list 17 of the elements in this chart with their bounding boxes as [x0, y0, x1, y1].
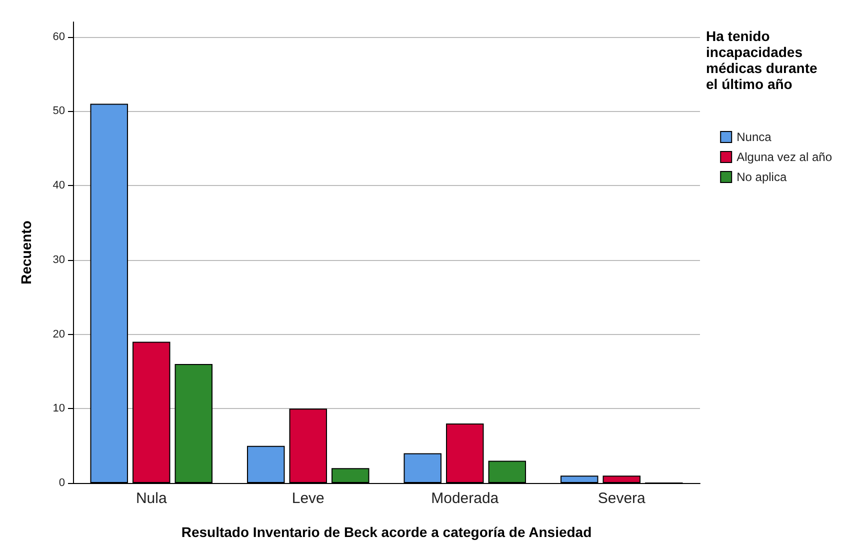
y-tick-label: 30 — [52, 254, 65, 266]
y-tick-label: 60 — [52, 30, 65, 43]
x-tick-label: Leve — [292, 490, 324, 507]
x-tick-label: Severa — [598, 490, 646, 507]
y-tick-label: 40 — [52, 180, 65, 192]
x-tick-label: Nula — [136, 490, 168, 507]
x-tick-label: Moderada — [431, 490, 500, 507]
y-tick-label: 0 — [58, 477, 65, 489]
y-tick-label: 20 — [52, 328, 65, 340]
y-axis-title: Recuento — [18, 220, 34, 284]
legend-title: Ha tenido incapacidades médicas durante el último año — [706, 28, 822, 92]
legend-label: Alguna vez al año — [736, 150, 832, 164]
y-tick-label: 10 — [52, 402, 65, 415]
y-tick-label: 50 — [52, 105, 65, 118]
x-axis-title: Resultado Inventario de Beck acorde a categoría de Ansiedad — [181, 524, 592, 540]
legend-label: Nunca — [736, 130, 772, 144]
legend-label: No aplica — [736, 170, 787, 184]
